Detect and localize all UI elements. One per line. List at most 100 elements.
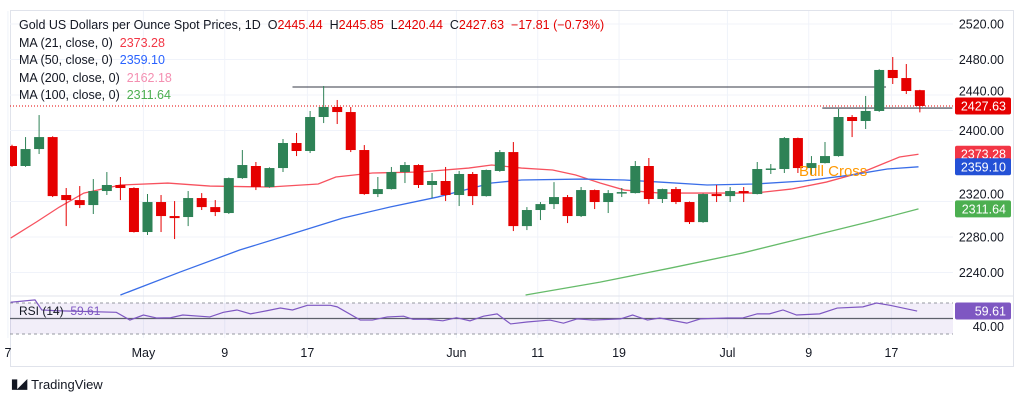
candle-up (101, 172, 112, 196)
y-tick-label: 2520.00 (959, 18, 1004, 32)
ma21-value: 2373.28 (119, 35, 165, 50)
candle-down (440, 166, 451, 202)
candle-body (372, 189, 383, 195)
candle-down (901, 64, 912, 95)
y-tick-label: 2280.00 (959, 231, 1004, 245)
candle-up (20, 137, 31, 167)
candle-body (549, 197, 559, 205)
candle-body (684, 202, 695, 223)
badge-text: 2373.28 (961, 148, 1006, 162)
candle-body (698, 194, 709, 223)
symbol-title: Gold US Dollars per Ounce Spot Prices, 1… (19, 18, 261, 32)
candle-body (630, 166, 641, 194)
rsi-legend[interactable]: RSI (14) 59.61 (19, 303, 100, 320)
candle-up (264, 167, 275, 188)
price-axis[interactable]: 2520.00 2480.00 2440.00 2400.00 2320.00 2280.… (959, 18, 1004, 334)
candle-up (616, 188, 627, 198)
candle-body (359, 150, 370, 195)
candle-body (20, 149, 31, 166)
candle-body (427, 180, 438, 185)
x-tick-label: 7 (4, 346, 11, 360)
open-value: 2445.44 (277, 18, 323, 32)
candle-body (291, 143, 302, 152)
candle-body (196, 198, 207, 208)
candle-up (860, 95, 871, 129)
x-tick-label: 9 (805, 346, 812, 360)
price-badge: 2427.63 (955, 97, 1011, 115)
candle-down (47, 136, 58, 198)
ma200-legend[interactable]: MA (200, close, 0) 2162.18 (19, 70, 172, 87)
y-tick-label: 2440.00 (959, 84, 1004, 98)
tradingview-icon: ▮◢ (11, 376, 27, 391)
candle-body (332, 106, 343, 113)
x-tick-label: 17 (884, 346, 898, 360)
candle-body (860, 110, 871, 122)
y-tick-label: 2400.00 (959, 124, 1004, 138)
candle-body (508, 152, 519, 227)
candle-body (779, 138, 790, 170)
time-axis[interactable]: 7 May 9 17 Jun 11 19 Jul 9 17 (4, 346, 898, 360)
rsi-label: RSI (14) (19, 304, 64, 318)
candle-body (413, 165, 424, 185)
ma100-legend[interactable]: MA (100, close, 0) 2311.64 (19, 87, 171, 104)
candle-body (10, 146, 17, 166)
candle-body (142, 202, 153, 233)
candle-up (386, 166, 397, 190)
candle-down (169, 201, 180, 240)
open-label: O (267, 18, 278, 32)
ma50-legend[interactable]: MA (50, close, 0) 2359.10 (19, 52, 165, 69)
candle-up (576, 187, 587, 218)
candle-down (210, 200, 221, 217)
candle-up (34, 115, 45, 155)
symbol-legend[interactable]: Gold US Dollars per Ounce Spot Prices, 1… (19, 17, 604, 34)
candle-down (250, 162, 261, 191)
x-tick-label: 9 (221, 346, 228, 360)
x-tick-label: Jun (446, 346, 466, 360)
candle-down (914, 89, 925, 113)
badge-bg (955, 200, 1011, 218)
rsi-plot (10, 299, 918, 325)
high-label: H (329, 18, 339, 32)
change-value: −17.81 (−0.73%) (511, 18, 605, 32)
candle-up (427, 173, 438, 199)
candle-down (887, 57, 898, 84)
close-value: 2427.63 (458, 18, 505, 32)
ma200-value: 2162.18 (126, 70, 172, 85)
candle-up (521, 207, 532, 231)
candle-down (670, 187, 681, 205)
candle-up (305, 110, 316, 154)
badge-bg (955, 97, 1011, 115)
candle-body (725, 191, 736, 197)
candle-down (589, 189, 600, 210)
candle-body (210, 207, 221, 213)
candle-body (711, 194, 722, 197)
candle-body (670, 189, 681, 203)
candle-body (454, 173, 465, 196)
candle-body (278, 143, 288, 169)
candle-body (74, 200, 85, 206)
candle-body (914, 90, 925, 106)
rsi-pane (10, 302, 953, 335)
tradingview-logo[interactable]: ▮◢ TradingView (11, 376, 103, 392)
badge-bg (955, 302, 1011, 320)
candle-body (562, 197, 573, 217)
badge-text: 59.61 (975, 305, 1006, 319)
candle-up (806, 156, 817, 176)
brand-name: TradingView (31, 376, 103, 392)
candle-body (657, 189, 668, 200)
candle-body (901, 78, 912, 92)
ma200-label: MA (200, close, 0) (19, 70, 120, 85)
candle-down (684, 201, 695, 225)
candle-body (34, 137, 45, 150)
ma21-legend[interactable]: MA (21, close, 0) 2373.28 (19, 35, 165, 52)
candle-body (833, 117, 844, 157)
y-tick-label: 2320.00 (959, 187, 1004, 201)
y-tick-label: 2240.00 (959, 266, 1004, 280)
x-tick-label: 17 (300, 346, 314, 360)
candle-body (521, 210, 532, 227)
candle-body (874, 69, 885, 111)
candle-body (820, 156, 830, 164)
candle-body (169, 216, 180, 219)
candle-up (223, 177, 234, 214)
